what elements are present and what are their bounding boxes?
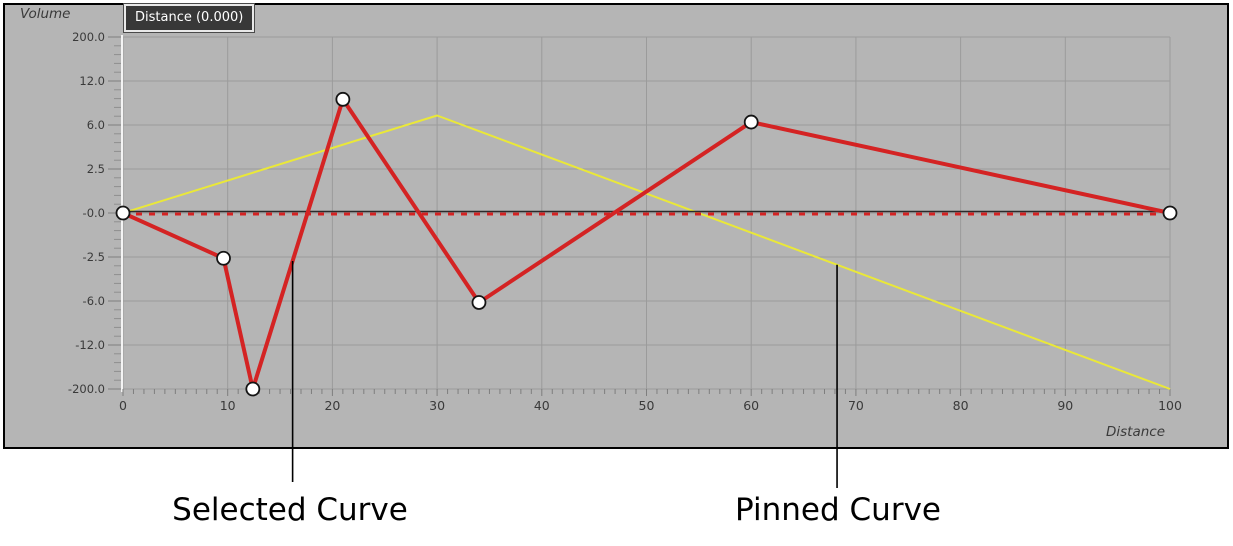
control-point[interactable] [1162,205,1178,221]
pinned-curve-label: Pinned Curve [735,492,941,528]
callout-lines [291,261,838,488]
svg-text:-2.5: -2.5 [83,250,105,264]
svg-text:100: 100 [1158,398,1182,413]
svg-text:10: 10 [220,398,236,413]
distance-tooltip: Distance (0.000) [122,3,256,33]
control-point[interactable] [335,91,351,107]
svg-text:60: 60 [743,398,759,413]
control-point[interactable] [216,250,231,266]
svg-text:-6.0: -6.0 [83,294,105,308]
svg-text:50: 50 [639,398,655,413]
svg-text:90: 90 [1057,398,1073,413]
svg-text:-12.0: -12.0 [75,338,105,352]
zero-reference-line [123,210,1170,216]
svg-text:200.0: 200.0 [72,30,105,44]
control-point[interactable] [245,381,261,397]
svg-text:20: 20 [324,398,340,413]
x-axis-tick-labels: 0 10 20 30 40 50 60 70 80 90 100 [119,398,1182,413]
svg-text:-0.0: -0.0 [83,206,105,220]
svg-text:80: 80 [953,398,969,413]
svg-text:6.0: 6.0 [87,118,105,132]
control-point[interactable] [471,295,487,310]
selected-curve-label: Selected Curve [172,492,408,528]
curve-editor-panel [3,3,1229,449]
pinned-curve-line[interactable] [122,114,1171,390]
svg-text:12.0: 12.0 [79,74,105,88]
svg-text:30: 30 [429,398,445,413]
control-point[interactable] [115,205,131,221]
x-axis-ticks [122,389,1171,396]
y-axis-tick-labels: 200.0 12.0 6.0 2.5 -0.0 -2.5 -6.0 -12.0 -200.0 [68,30,105,396]
svg-text:2.5: 2.5 [87,162,105,176]
svg-text:70: 70 [848,398,864,413]
y-axis-title: Volume [20,6,71,22]
svg-text:40: 40 [534,398,550,413]
x-axis-title: Distance [1105,424,1165,440]
y-axis-ticks [108,36,121,390]
svg-text:-200.0: -200.0 [68,382,105,396]
svg-text:0: 0 [119,398,127,413]
control-point[interactable] [743,114,759,130]
control-points[interactable] [115,91,1178,397]
